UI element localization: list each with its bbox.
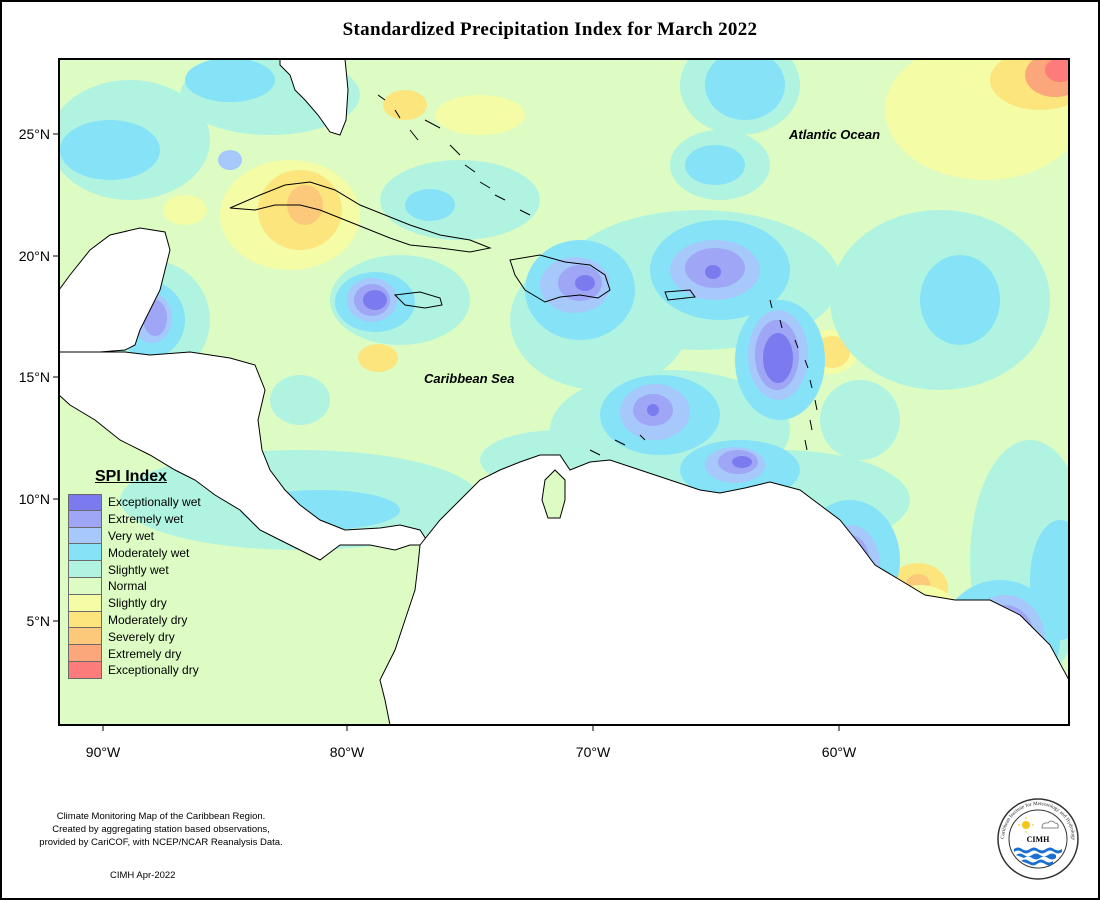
axis-ticks bbox=[53, 133, 840, 731]
sun-icon bbox=[1022, 821, 1030, 829]
cuba bbox=[229, 181, 492, 253]
legend-swatch bbox=[68, 527, 102, 545]
legend-title: SPI Index bbox=[95, 468, 168, 485]
footer-line-2: Created by aggregating station based obs… bbox=[52, 824, 270, 835]
legend-item: Normal bbox=[68, 577, 218, 595]
atlantic-ocean-label: Atlantic Ocean bbox=[789, 127, 881, 142]
lat-label-15n: 15°N bbox=[18, 369, 50, 385]
legend-item: Exceptionally wet bbox=[68, 494, 218, 511]
legend-item: Slightly wet bbox=[68, 561, 218, 578]
legend-label: Severely dry bbox=[108, 629, 175, 644]
caribbean-sea-label: Caribbean Sea bbox=[424, 371, 515, 386]
legend-item: Very wet bbox=[68, 527, 218, 545]
legend-swatch bbox=[68, 611, 102, 629]
spi-legend: SPI Index Exceptionally wet Extremely we… bbox=[68, 468, 218, 679]
legend-item: Moderately wet bbox=[68, 544, 218, 562]
map-border bbox=[58, 58, 1070, 726]
legend-item: Exceptionally dry bbox=[68, 661, 218, 679]
legend-label: Moderately wet bbox=[108, 545, 190, 560]
yucatan bbox=[59, 227, 171, 353]
legend-item: Extremely dry bbox=[68, 645, 218, 662]
lon-label-60w: 60°W bbox=[821, 744, 857, 760]
legend-rows: Exceptionally wet Extremely wet Very wet… bbox=[68, 494, 218, 679]
logo-text: CIMH bbox=[1027, 835, 1050, 844]
legend-swatch bbox=[68, 628, 102, 646]
legend-swatch bbox=[68, 661, 102, 679]
map-title: Standardized Precipitation Index for Mar… bbox=[342, 19, 758, 40]
legend-swatch bbox=[68, 645, 102, 662]
lat-label-20n: 20°N bbox=[18, 248, 50, 264]
footer-line-1: Climate Monitoring Map of the Caribbean … bbox=[56, 811, 266, 822]
central-america bbox=[59, 351, 431, 561]
legend-item: Slightly dry bbox=[68, 594, 218, 612]
legend-swatch bbox=[68, 577, 102, 595]
south-america bbox=[379, 454, 1069, 725]
legend-label: Very wet bbox=[108, 528, 155, 543]
legend-swatch bbox=[68, 510, 102, 528]
legend-swatch bbox=[68, 494, 102, 511]
lon-label-80w: 80°W bbox=[329, 744, 365, 760]
land-masses bbox=[59, 59, 1069, 725]
legend-label: Moderately dry bbox=[108, 612, 188, 627]
hispaniola bbox=[509, 254, 611, 303]
small-islands bbox=[377, 94, 818, 456]
footer-line-3: provided by CariCOF, with NCEP/NCAR Rean… bbox=[39, 837, 283, 848]
lat-label-10n: 10°N bbox=[18, 491, 50, 507]
legend-label: Extremely wet bbox=[108, 512, 184, 527]
jamaica bbox=[393, 291, 443, 309]
legend-swatch bbox=[68, 594, 102, 612]
legend-label: Exceptionally dry bbox=[108, 663, 199, 678]
legend-item: Extremely wet bbox=[68, 510, 218, 528]
cimh-logo: Caribbean Institute for Meteorology and … bbox=[997, 798, 1079, 880]
cloud-icon bbox=[1041, 820, 1059, 829]
legend-label: Extremely dry bbox=[108, 646, 182, 661]
florida bbox=[279, 59, 349, 136]
lake-maracaibo bbox=[541, 469, 566, 519]
lon-label-90w: 90°W bbox=[85, 744, 121, 760]
legend-item: Severely dry bbox=[68, 628, 218, 646]
legend-swatch bbox=[68, 561, 102, 578]
puerto-rico bbox=[664, 289, 696, 301]
footer-date: CIMH Apr-2022 bbox=[110, 870, 176, 881]
lat-label-5n: 5°N bbox=[26, 613, 51, 629]
legend-label: Normal bbox=[108, 579, 147, 594]
legend-swatch bbox=[68, 544, 102, 562]
lat-label-25n: 25°N bbox=[18, 126, 50, 142]
sun-rays-icon bbox=[1018, 817, 1034, 833]
legend-label: Slightly wet bbox=[108, 562, 169, 577]
legend-item: Moderately dry bbox=[68, 611, 218, 629]
legend-label: Exceptionally wet bbox=[108, 495, 201, 510]
map-footer: Climate Monitoring Map of the Caribbean … bbox=[26, 810, 296, 849]
lon-label-70w: 70°W bbox=[575, 744, 611, 760]
legend-label: Slightly dry bbox=[108, 596, 167, 611]
waves-icon bbox=[1014, 847, 1062, 866]
